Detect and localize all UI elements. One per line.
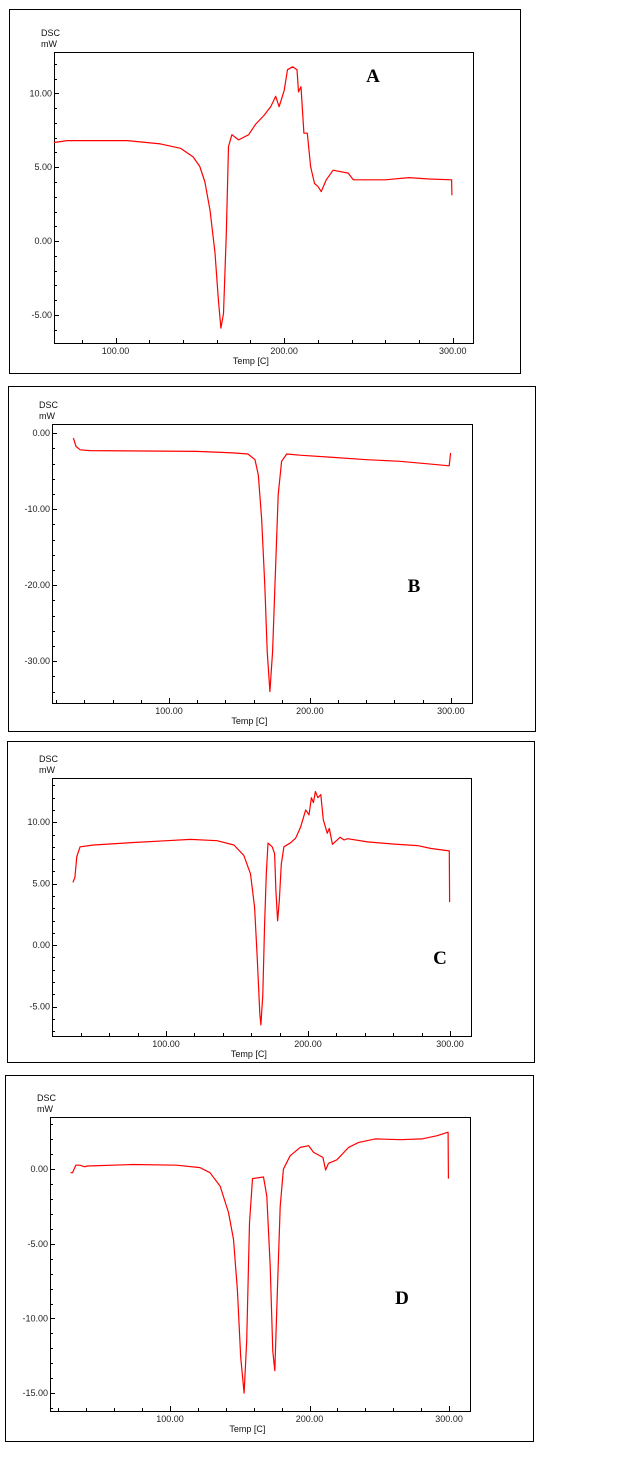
chart-panel-d: 100.00 200.00 300.00 0.00 -5.00 -10.00 -15.00 D… xyxy=(5,1075,534,1442)
y-axis-title: DSC xyxy=(37,1093,57,1103)
y-tick-label: 0.00 xyxy=(30,1164,48,1174)
chart-panel-b: 100.00 200.00 300.00 0.00 -10.00 -20.00 -30.00… xyxy=(8,386,536,732)
y-axis-unit: mW xyxy=(37,1104,53,1114)
x-tick-label: 300.00 xyxy=(436,1039,464,1049)
panel-label: A xyxy=(366,66,380,87)
y-tick-label: -15.00 xyxy=(22,1388,48,1398)
y-tick-label: -20.00 xyxy=(24,580,50,590)
x-axis-title: Temp [C] xyxy=(231,1049,267,1059)
x-tick-label: 200.00 xyxy=(294,1039,322,1049)
y-axis-unit: mW xyxy=(41,39,57,49)
y-tick-label: -10.00 xyxy=(22,1313,48,1323)
x-tick-label: 300.00 xyxy=(437,706,465,716)
x-tick-label: 100.00 xyxy=(102,346,130,356)
y-axis-title: DSC xyxy=(39,400,59,410)
y-tick-label: -5.00 xyxy=(27,1239,48,1249)
y-tick-label: -5.00 xyxy=(29,1002,50,1012)
y-tick-label: 10.00 xyxy=(29,88,52,98)
x-tick-label: 200.00 xyxy=(270,346,298,356)
x-tick-label: 100.00 xyxy=(155,706,183,716)
dsc-curve xyxy=(70,1131,449,1394)
y-tick-label: 10.00 xyxy=(27,817,50,827)
x-tick-label: 200.00 xyxy=(296,706,324,716)
y-axis-title: DSC xyxy=(39,754,59,764)
panel-label: B xyxy=(408,576,421,597)
plot-area xyxy=(52,424,473,704)
y-tick-label: -10.00 xyxy=(24,504,50,514)
y-tick-label: 5.00 xyxy=(32,879,50,889)
dsc-curve xyxy=(72,437,452,693)
y-tick-label: 5.00 xyxy=(34,162,52,172)
y-tick-label: -30.00 xyxy=(24,656,50,666)
x-axis-title: Temp [C] xyxy=(229,1424,265,1434)
panel-frame xyxy=(9,9,521,374)
y-axis-title: DSC xyxy=(41,28,61,38)
x-axis-title: Temp [C] xyxy=(233,356,269,366)
plot-area xyxy=(52,778,472,1037)
y-axis-unit: mW xyxy=(39,765,55,775)
dsc-curve xyxy=(72,790,451,1026)
plot-area xyxy=(50,1117,471,1412)
x-tick-label: 100.00 xyxy=(156,1414,184,1424)
y-tick-label: -5.00 xyxy=(31,310,52,320)
x-tick-label: 100.00 xyxy=(152,1039,180,1049)
chart-panel-c: 100.00 200.00 300.00 10.00 5.00 0.00 -5.00 DSCm… xyxy=(7,741,535,1063)
x-tick-label: 200.00 xyxy=(296,1414,324,1424)
y-tick-label: 0.00 xyxy=(32,940,50,950)
x-tick-label: 300.00 xyxy=(439,346,467,356)
chart-panel-a: 100.00 200.00 300.00 10.00 5.00 0.00 -5.00 DSCm… xyxy=(9,9,521,374)
y-axis-unit: mW xyxy=(39,411,55,421)
x-axis-title: Temp [C] xyxy=(231,716,267,726)
y-tick-label: 0.00 xyxy=(34,236,52,246)
x-tick-label: 300.00 xyxy=(435,1414,463,1424)
y-tick-label: 0.00 xyxy=(32,428,50,438)
panel-frame xyxy=(8,386,536,732)
panel-frame xyxy=(7,741,535,1063)
panel-label: C xyxy=(433,948,447,969)
panel-label: D xyxy=(395,1288,409,1309)
dsc-curve xyxy=(53,66,453,329)
